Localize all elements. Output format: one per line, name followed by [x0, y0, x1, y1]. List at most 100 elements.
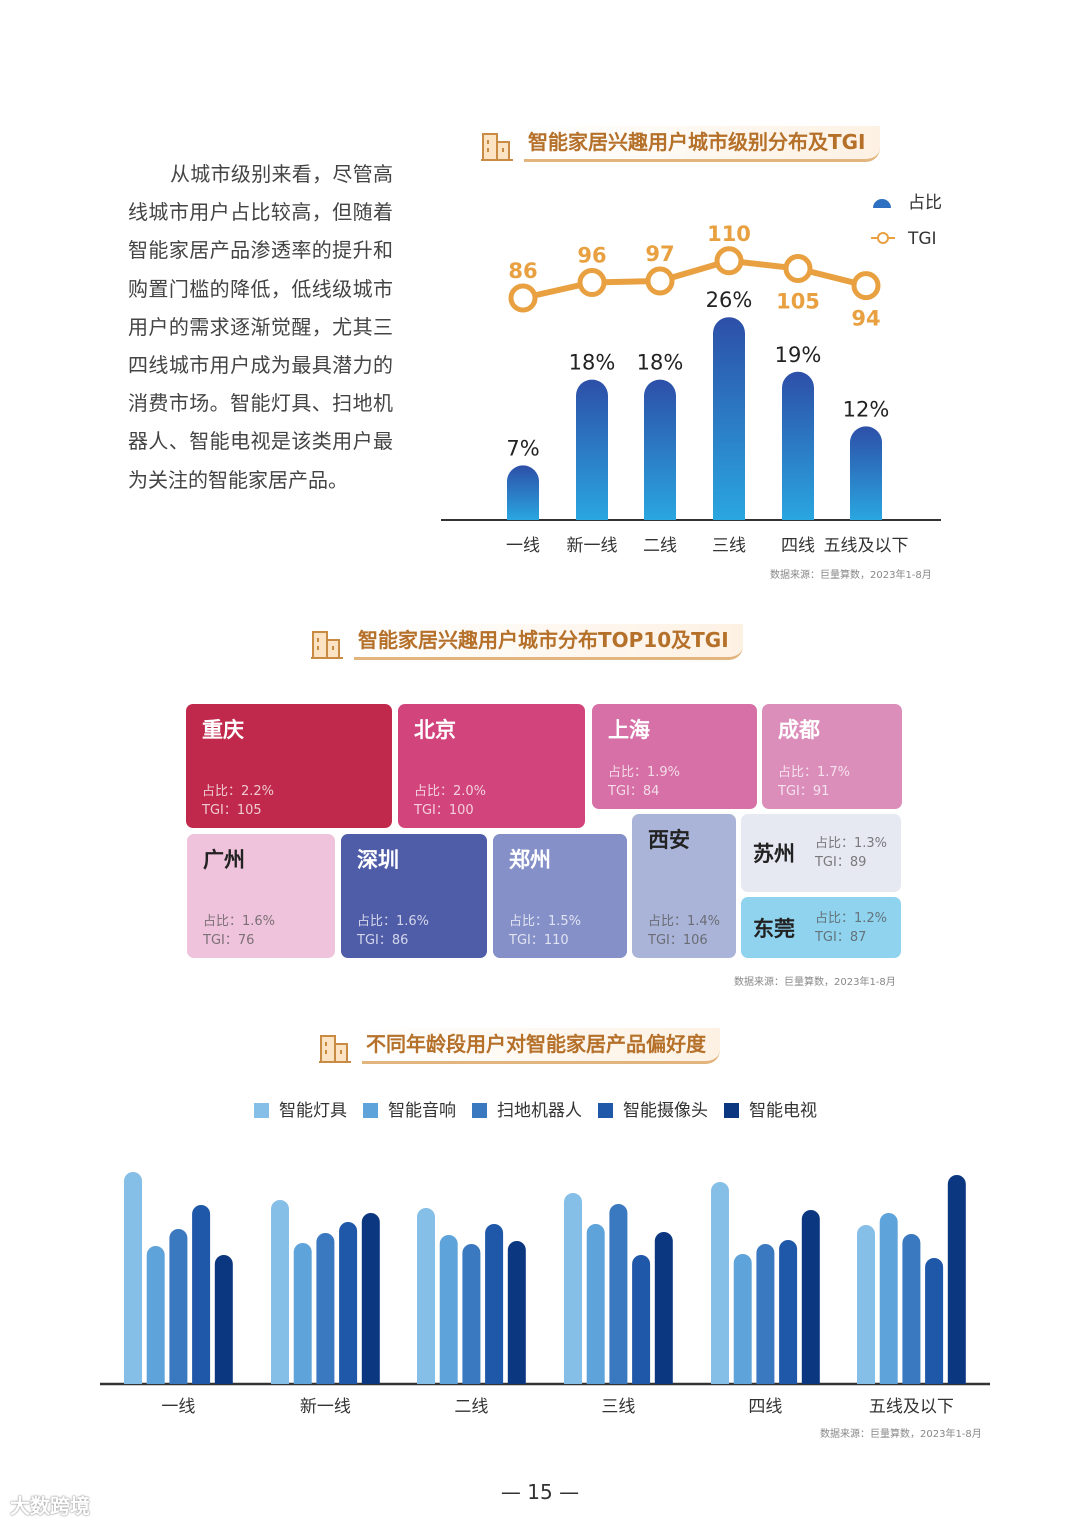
- preference-bar: [564, 1193, 582, 1384]
- city-name: 北京: [414, 718, 456, 742]
- legend-item: 智能摄像头: [598, 1096, 708, 1121]
- legend-item: 智能音响: [363, 1096, 456, 1121]
- city-name: 广州: [203, 848, 245, 872]
- legend-line-swatch: [877, 232, 889, 244]
- x-tick-label: 新一线: [567, 536, 618, 556]
- chart3-legend: 智能灯具 智能音响 扫地机器人 智能摄像头 智能电视: [254, 1096, 817, 1121]
- treemap-cell: 上海 占比：1.9% TGI：84: [592, 704, 757, 809]
- tgi-label: 94: [851, 307, 880, 331]
- legend-label: 占比: [908, 193, 942, 213]
- treemap-cell: 苏州 占比：1.3% TGI：89: [741, 814, 901, 892]
- x-tick-label: 一线: [506, 536, 540, 556]
- city-name: 重庆: [202, 718, 244, 742]
- x-tick-label: 三线: [712, 536, 746, 556]
- tgi-value: TGI：105: [202, 803, 262, 818]
- preference-bar: [947, 1175, 966, 1384]
- building-icon: [319, 1035, 351, 1063]
- tgi-value: TGI：89: [814, 855, 867, 870]
- preference-bar: [879, 1213, 898, 1384]
- chart1-title: 智能家居兴趣用户城市级别分布及TGI: [524, 126, 880, 162]
- x-tick-label: 四线: [748, 1397, 782, 1417]
- preference-bar: [485, 1224, 504, 1384]
- tgi-point: [714, 246, 744, 276]
- city-stats: 占比：1.5% TGI：110: [509, 912, 581, 950]
- share-value: 占比：1.5%: [509, 914, 582, 929]
- share-bar: [644, 379, 676, 520]
- treemap-cell: 广州占比：1.6% TGI：76: [187, 834, 335, 958]
- share-value: 占比：1.7%: [778, 765, 851, 780]
- city-stats: 占比：1.9% TGI：84: [608, 763, 680, 801]
- preference-bar: [417, 1208, 435, 1384]
- legend-label: 扫地机器人: [497, 1101, 582, 1121]
- city-stats: 占比：1.7% TGI：91: [778, 763, 850, 801]
- share-bar: [782, 371, 814, 520]
- preference-bar: [925, 1258, 944, 1384]
- legend-swatch: [598, 1103, 613, 1118]
- legend-swatch: [724, 1103, 739, 1118]
- city-name: 西安: [648, 828, 690, 852]
- share-label: 26%: [706, 288, 753, 312]
- x-tick-label: 五线及以下: [824, 536, 909, 556]
- city-stats: 占比：1.6% TGI：86: [357, 912, 429, 950]
- city-name: 苏州: [753, 842, 795, 866]
- x-tick-label: 五线及以下: [869, 1397, 954, 1417]
- x-tick-label: 二线: [454, 1397, 488, 1417]
- share-bar: [713, 317, 745, 520]
- chart2-header: 智能家居兴趣用户城市分布TOP10及TGI: [310, 624, 743, 660]
- share-value: 占比：2.0%: [414, 784, 487, 799]
- city-stats: 占比：2.2% TGI：105: [202, 782, 274, 820]
- tgi-value: TGI：91: [778, 784, 830, 799]
- share-bar: [507, 465, 539, 520]
- city-name: 东莞: [753, 916, 795, 941]
- preference-bar: [902, 1234, 921, 1384]
- share-label: 18%: [569, 351, 616, 375]
- city-name: 郑州: [509, 848, 551, 872]
- legend-swatch: [363, 1103, 378, 1118]
- chart2-source: 数据来源：巨量算数，2023年1-8月: [734, 977, 896, 988]
- treemap-cell: 北京占比：2.0% TGI：100: [398, 704, 585, 828]
- tgi-label: 105: [776, 290, 820, 314]
- treemap-cell: 深圳占比：1.6% TGI：86: [341, 834, 487, 958]
- preference-bar: [609, 1204, 628, 1384]
- x-tick-label: 新一线: [300, 1397, 351, 1417]
- legend-item: 扫地机器人: [472, 1096, 582, 1121]
- chart3-header: 不同年龄段用户对智能家居产品偏好度: [318, 1028, 720, 1064]
- chart3-svg: 一线 新一线 二线 三线 四线 五线及以下: [100, 1172, 990, 1417]
- chart2-title: 智能家居兴趣用户城市分布TOP10及TGI: [354, 624, 743, 660]
- legend-swatch: [472, 1103, 487, 1118]
- page-number: — 15 —: [500, 1480, 580, 1504]
- preference-bar: [507, 1241, 526, 1384]
- treemap-cell: 成都 占比：1.7% TGI：91: [762, 704, 902, 809]
- treemap-cell: 东莞 占比：1.2% TGI：87: [741, 897, 901, 958]
- chart1-header: 智能家居兴趣用户城市级别分布及TGI: [480, 126, 880, 162]
- city-name: 深圳: [357, 848, 399, 872]
- tgi-point: [508, 283, 538, 313]
- legend-label: 智能音响: [388, 1101, 456, 1121]
- tgi-point: [645, 266, 675, 296]
- x-tick-label: 三线: [601, 1397, 635, 1417]
- intro-paragraph: 从城市级别来看，尽管高线城市用户占比较高，但随着智能家居产品渗透率的提升和购置门…: [128, 162, 393, 492]
- preference-bar: [146, 1246, 165, 1384]
- preference-bar: [271, 1200, 289, 1384]
- tgi-value: TGI：100: [414, 803, 474, 818]
- tgi-label: 96: [577, 244, 606, 268]
- city-stats: 占比：1.3% TGI：89: [815, 834, 887, 872]
- tgi-label: 97: [645, 242, 674, 266]
- preference-bar: [462, 1244, 481, 1384]
- tgi-value: TGI：86: [357, 933, 409, 948]
- tgi-point: [577, 268, 607, 297]
- chart1-svg: 7% 一线 18% 新一线 18% 二线 26% 三线 19% 四线 12% 五线及以下 86 96 97 1…: [441, 193, 942, 556]
- preference-bar: [733, 1254, 752, 1384]
- share-value: 占比：1.6%: [357, 914, 430, 929]
- preference-bar: [214, 1255, 233, 1384]
- share-value: 占比：1.4%: [648, 914, 721, 929]
- share-label: 19%: [775, 343, 822, 367]
- city-stats: 占比：1.6% TGI：76: [203, 912, 275, 950]
- tgi-value: TGI：110: [509, 933, 569, 948]
- legend-label: TGI: [907, 229, 937, 249]
- chart3-source: 数据来源：巨量算数，2023年1-8月: [820, 1429, 982, 1440]
- preference-bar: [293, 1243, 312, 1384]
- city-stats: 占比：1.4% TGI：106: [648, 912, 720, 950]
- legend-label: 智能灯具: [279, 1101, 347, 1121]
- tgi-value: TGI：106: [648, 933, 708, 948]
